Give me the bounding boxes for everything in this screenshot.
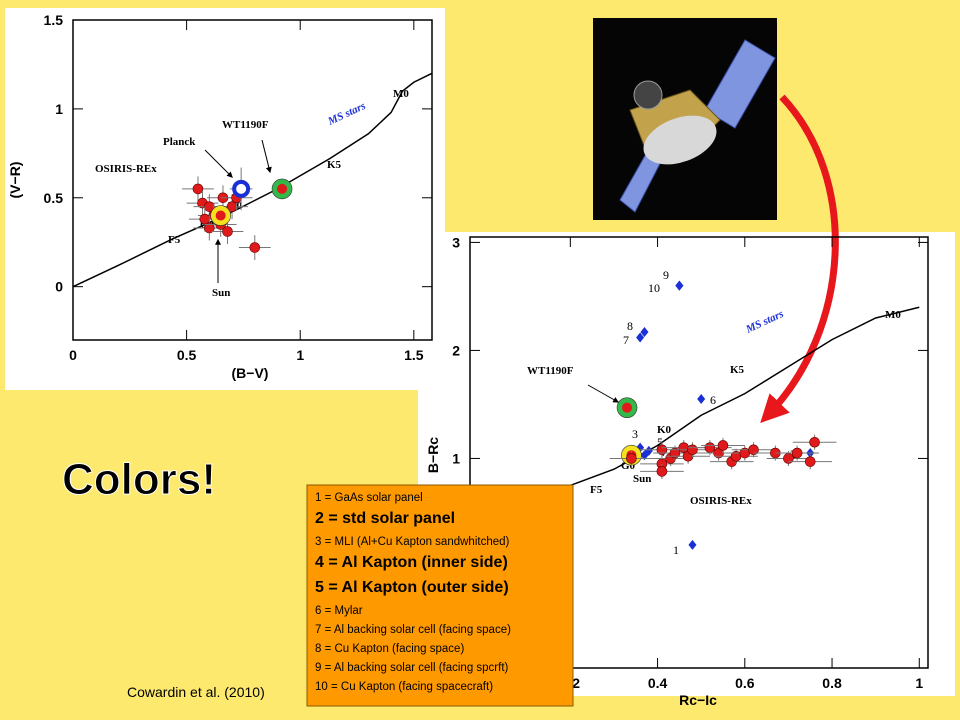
annotation: OSIRIS-REx — [690, 495, 752, 507]
x-tick-label: 1.5 — [404, 347, 424, 363]
x-tick-label: 1 — [296, 347, 304, 363]
data-point — [232, 179, 251, 198]
data-point — [636, 332, 645, 343]
annotation: OSIRIS-REx — [95, 163, 157, 175]
key-box — [306, 484, 574, 707]
material-key: 1 = GaAs solar panel 2 = std solar panel 3… — [306, 484, 574, 707]
key-item: 7 = Al backing solar cell (facing space) — [315, 624, 511, 636]
data-point-center — [622, 402, 633, 413]
data-point — [656, 466, 668, 477]
annotation: K0 — [657, 424, 672, 436]
x-tick-label: 0.5 — [177, 347, 197, 363]
annotation: Sun — [633, 473, 651, 485]
ms-curve — [72, 72, 433, 288]
pointer-arrow — [760, 94, 839, 424]
point-label: 7 — [623, 333, 629, 347]
data-point — [192, 183, 204, 195]
key-item: 6 = Mylar — [315, 605, 363, 617]
data-point — [809, 436, 820, 448]
data-point — [687, 444, 698, 456]
ms-curve — [482, 306, 920, 519]
x-tick-label: 0.6 — [735, 675, 755, 691]
y-axis-label: B−Rc — [425, 437, 441, 473]
data-point — [791, 447, 803, 459]
x-tick-label: 1 — [915, 675, 923, 691]
data-point-center — [215, 210, 226, 221]
x-tick-label: 0.8 — [822, 675, 842, 691]
x-tick-label: 0.4 — [648, 675, 668, 691]
data-point — [640, 327, 649, 338]
key-item: 1 = GaAs solar panel — [315, 492, 423, 504]
x-axis-label: (B−V) — [232, 365, 269, 381]
data-point — [704, 442, 716, 453]
key-item: 4 = Al Kapton (inner side) — [315, 554, 508, 571]
y-tick-label: 1.5 — [44, 12, 64, 28]
x-axis-label: Rc−Ic — [679, 692, 717, 708]
chart: 0 0.5 1 1.5 0 0.5 1 1.5 (B−V) (V−R) OSIRIS-REx Plan… — [7, 12, 433, 381]
y-axis-label: (V−R) — [7, 162, 23, 199]
key-item: 3 = MLI (Al+Cu Kapton sandwhitched) — [315, 536, 510, 548]
data-point-center — [277, 183, 288, 194]
key-item: 10 = Cu Kapton (facing spacecraft) — [315, 681, 493, 693]
key-item: 5 = Al Kapton (outer side) — [315, 579, 509, 596]
y-tick-label: 0 — [55, 279, 63, 295]
annotation: K5 — [730, 364, 745, 376]
point-label: 3 — [632, 427, 638, 441]
data-point — [249, 242, 261, 253]
data-point — [199, 213, 211, 225]
point-label: 10 — [648, 281, 660, 295]
point-label: 5 — [657, 435, 663, 449]
citation: Cowardin et al. (2010) — [127, 684, 265, 700]
y-tick-label: 2 — [452, 342, 460, 358]
annotation-arrows — [204, 139, 620, 403]
x-tick-label: 0 — [69, 347, 77, 363]
point-label: 8 — [627, 319, 633, 333]
annotation: WT1190F — [527, 365, 574, 377]
data-point — [204, 222, 215, 234]
data-point — [748, 444, 759, 456]
spacecraft-image — [593, 18, 777, 220]
key-item: 8 = Cu Kapton (facing space) — [315, 643, 464, 655]
annotation: F5 — [590, 484, 603, 496]
point-label: 9 — [663, 268, 669, 282]
y-tick-label: 1 — [55, 101, 63, 117]
annotation: K5 — [327, 159, 342, 171]
data-point — [804, 456, 816, 467]
data-point — [688, 539, 697, 550]
annotation: WT1190F — [222, 119, 269, 131]
key-item: 9 = Al backing solar cell (facing spcrft… — [315, 662, 509, 674]
y-tick-label: 3 — [452, 234, 460, 250]
point-label: 1 — [673, 543, 679, 557]
data-point — [675, 280, 684, 291]
data-point — [697, 394, 706, 405]
key-item: 2 = std solar panel — [315, 510, 455, 527]
point-label: 6 — [710, 393, 716, 407]
data-point — [640, 450, 649, 461]
plot-frame — [469, 236, 929, 669]
data-point — [222, 226, 233, 237]
annotation: Planck — [163, 136, 196, 148]
y-tick-label: 1 — [452, 450, 460, 466]
plot-frame — [72, 19, 433, 341]
y-tick-label: 0.5 — [44, 190, 64, 206]
annotation: Sun — [212, 287, 230, 299]
data-point — [717, 440, 729, 451]
slide-title: Colors! — [62, 455, 216, 504]
data-point — [626, 453, 637, 464]
